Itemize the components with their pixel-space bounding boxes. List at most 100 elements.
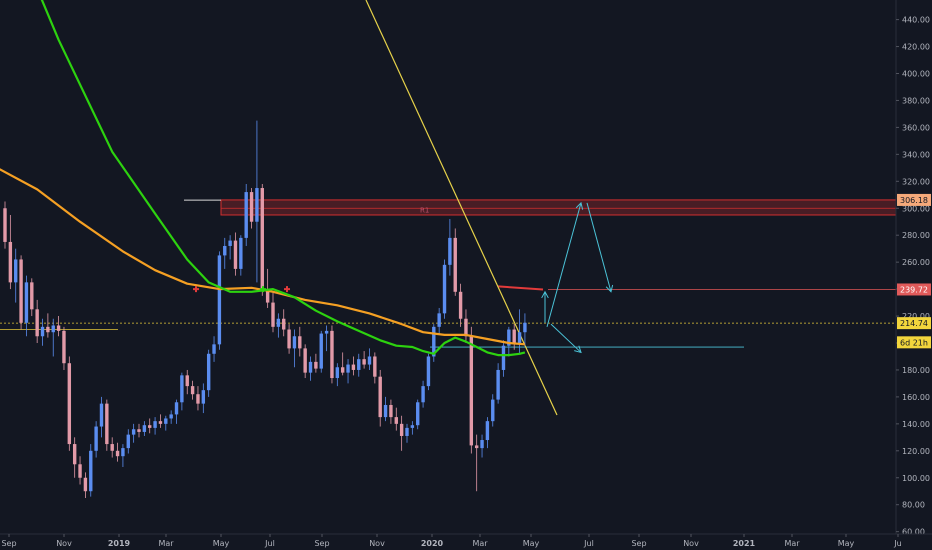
candle-body [346,364,350,373]
candle-body [185,375,189,387]
candle-body [378,376,382,418]
time-tick-label: Jul [583,539,594,548]
price-tick-label: 360.00 [902,123,930,132]
time-tick-label: Nov [683,539,699,548]
projection-alt-arrowhead [574,345,582,354]
candle-body [512,329,516,343]
candle-body [8,241,13,283]
resistance-zone [220,199,897,216]
candle-body [357,359,361,370]
candle-body [383,404,388,418]
price-tick-label: 180.00 [902,366,930,375]
candle-body [319,333,323,369]
moving-averages-layer [0,0,526,357]
candle-body [72,444,77,465]
red-ma-segment [497,285,544,291]
time-tick-label: Nov [56,539,72,548]
time-axis[interactable]: Sep Nov 2019 Mar May Jul Sep Nov 2020 Mar May Jul Se… [0,533,932,548]
candle-body [480,440,484,449]
candle-body [131,429,136,435]
candle-body [501,345,506,370]
candle-body [432,326,436,357]
candle-body [287,329,291,349]
cross-marker [284,286,290,293]
candle-body [448,237,452,265]
countdown-label-bg [897,336,931,349]
price-tick-label: 420.00 [902,43,930,52]
candle-body [180,375,184,403]
projection-down-arrowhead [605,284,614,293]
candle-body [239,237,243,269]
projection-arrows-layer [541,201,614,354]
candle-body [126,434,130,449]
candle-body [469,336,474,446]
candle-body [94,426,98,451]
resistance-zone-label: R1 [420,206,429,214]
candle-body [394,417,398,424]
time-tick-label: May [838,539,855,548]
price-tick-label: 140.00 [902,420,930,429]
candle-body [367,356,372,365]
candle-body [62,330,66,364]
countdown-label-text: 6d 21h [900,338,928,347]
candle-body [174,402,179,415]
candle-body [324,330,329,334]
candle-body [228,240,232,246]
candle-body [464,318,468,337]
time-tick-label: Sep [314,539,329,548]
price-tick-label: 60.00 [902,528,925,537]
candle-body [212,344,216,354]
price-tick-label: 300.00 [902,204,930,213]
time-tick-label: Ju [893,539,901,548]
candle-body [276,318,281,327]
candle-body [121,448,125,457]
level-239-label-text: 239.72 [900,285,928,294]
candle-body [56,325,61,331]
candle-body [105,403,109,445]
candle-body [292,336,297,349]
candle-body [137,429,141,432]
price-tick-label: 440.00 [902,16,930,25]
candle-body [265,289,270,303]
candle-body [373,356,377,377]
level-306-label-text: 306.18 [900,196,928,205]
level-214-label-text: 214.74 [900,319,928,328]
time-tick-label: May [213,539,230,548]
ma-green-line [40,0,526,357]
projection-vertical-arrowhead [541,290,549,299]
candle-body [24,282,29,323]
price-tick-label: 380.00 [902,96,930,105]
projection-up-leg [546,202,582,327]
candle-body [142,425,147,432]
candle-body [351,364,356,370]
candle-body [421,386,425,403]
candle-body [89,450,93,492]
candle-body [158,421,163,424]
candle-body [442,264,447,314]
level-239-label-bg [897,283,931,296]
candle-body [40,326,45,337]
candle-body [110,444,114,451]
resistance-zone-layer: R1 [184,199,897,216]
candle-body [233,240,238,269]
cross-marker [260,286,266,293]
candle-body [51,325,55,333]
candle-body [206,353,211,391]
candle-body [437,313,441,327]
level-306-label-bg [897,193,931,206]
time-tick-label: Sep [631,539,646,548]
candle-body [271,302,275,327]
time-tick-label: Jul [264,539,275,548]
candle-body [474,445,479,449]
price-tick-label: 320.00 [902,177,930,186]
candle-body [330,330,334,379]
candle-body [496,369,500,400]
time-tick-label: 2020 [421,539,444,548]
price-axis[interactable]: 440.00 420.00 400.00 380.00 360.00 340.00 320.… [895,0,930,537]
time-tick-label: Mar [472,539,488,548]
candle-body [507,329,511,346]
candle-body [99,403,104,427]
projection-up-arrowhead [575,201,584,210]
